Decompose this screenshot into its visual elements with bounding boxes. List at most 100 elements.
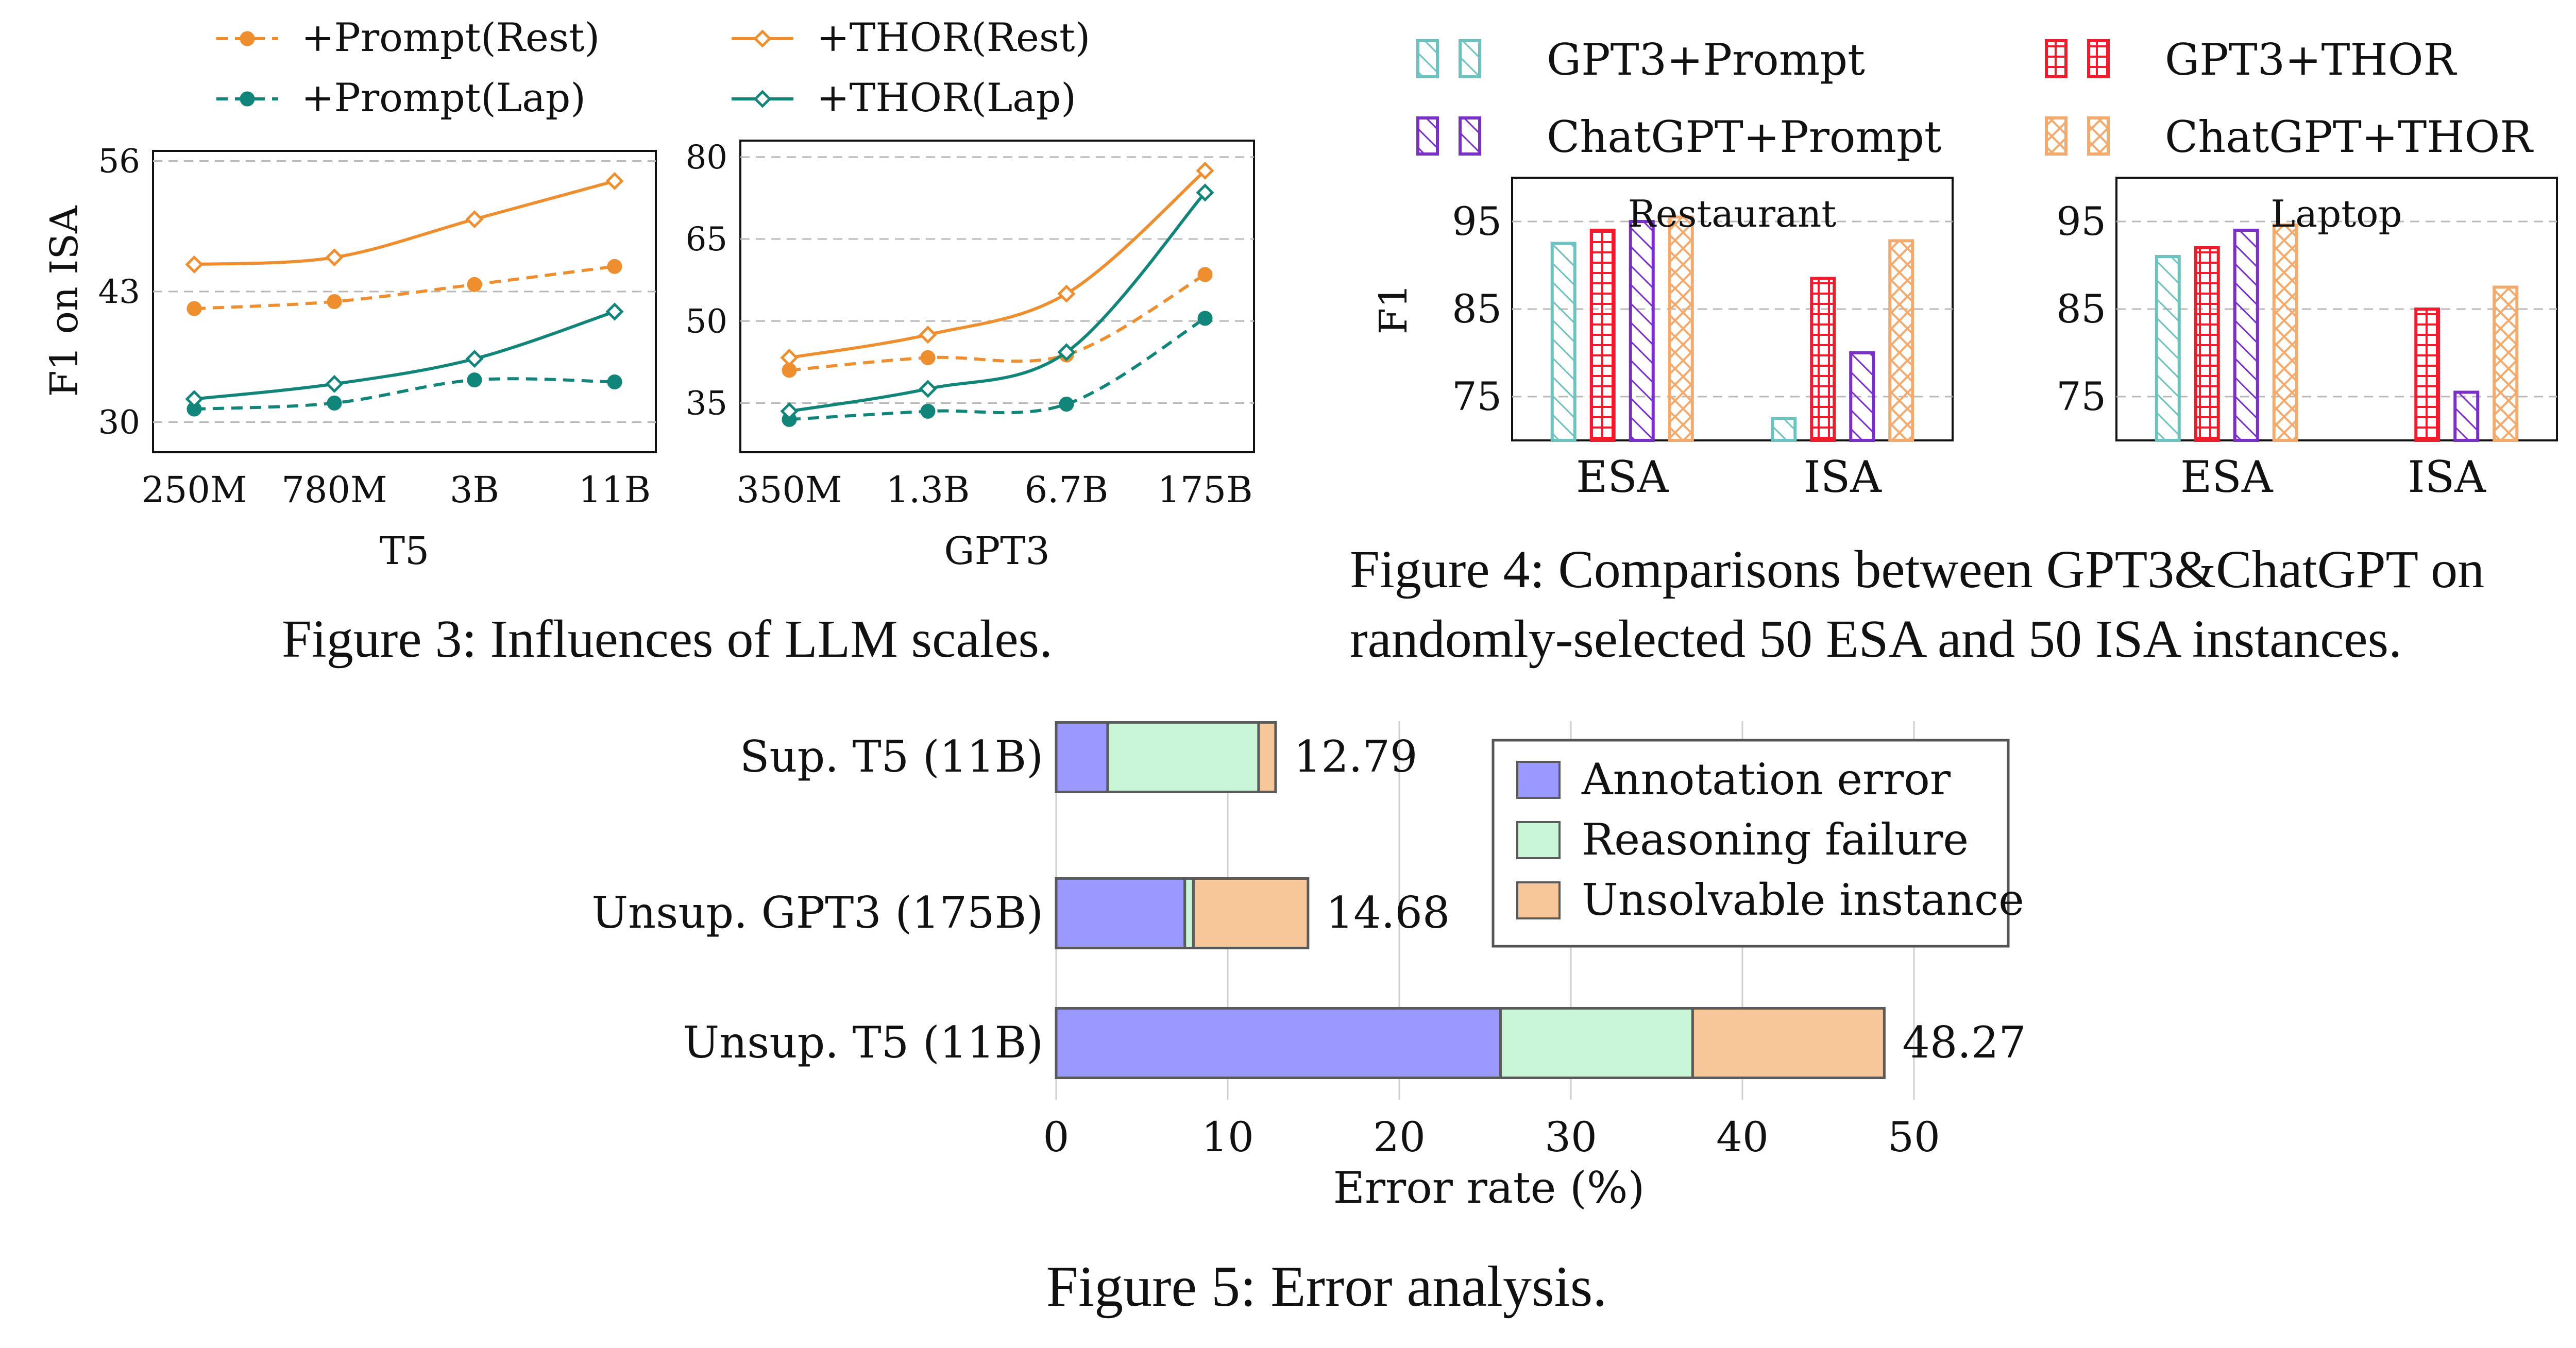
t5-grid bbox=[153, 160, 656, 423]
laptop-grid bbox=[2116, 220, 2557, 398]
gpt3-point-thor-lap bbox=[1057, 343, 1076, 362]
gpt3-ytick-labels: 35 50 65 80 bbox=[686, 139, 727, 423]
gpt3-ytick-label: 80 bbox=[686, 139, 727, 177]
error-xtick-label: 30 bbox=[1545, 1113, 1597, 1161]
fig3-legend-label: +Prompt(Lap) bbox=[301, 75, 586, 121]
lap-xtick-label: ESA bbox=[2180, 452, 2274, 502]
t5-line-thor-lap bbox=[194, 310, 615, 401]
gpt3-point-prompt-lap bbox=[920, 403, 936, 419]
rest-bar-gpt3-thor-isa bbox=[1810, 277, 1836, 442]
rest-bar-chatgpt-thor-isa bbox=[1888, 239, 1914, 442]
restaurant-grid bbox=[1512, 220, 1953, 398]
gpt3-ytick-label: 50 bbox=[686, 302, 727, 340]
fig5-legend-swatch-reasoning-failure bbox=[1516, 821, 1561, 859]
t5-point-prompt-rest bbox=[607, 259, 622, 274]
gpt3-point-thor-rest bbox=[919, 326, 937, 344]
t5-line-thor-rest bbox=[194, 179, 615, 266]
fig4-legend-label: ChatGPT+Prompt bbox=[1547, 112, 1942, 162]
fig5-legend-box bbox=[1492, 739, 2010, 948]
error-bar-unsolvable-instance-unsup-t5-11b bbox=[1691, 1007, 1886, 1079]
gpt3-point-prompt-rest bbox=[920, 350, 936, 365]
t5-point-thor-lap bbox=[465, 350, 484, 368]
t5-xtick-label: 11B bbox=[579, 469, 651, 511]
error-bars bbox=[1055, 721, 1886, 1079]
error-total-labels: 12.79 14.68 48.27 bbox=[1294, 731, 2026, 1068]
error-bar-annotation-error-unsup-gpt3-175b bbox=[1055, 877, 1187, 949]
rest-xtick-label: ISA bbox=[1804, 452, 1883, 502]
fig4-legend-swatch bbox=[1416, 116, 1439, 156]
gpt3-line-prompt-lap bbox=[789, 317, 1206, 421]
fig4-legend: GPT3+Prompt GPT3+THOR ChatGPT+Prompt ChatGP… bbox=[1416, 35, 2534, 162]
error-bar-annotation-error-unsup-t5-11b bbox=[1055, 1007, 1502, 1079]
gpt3-point-prompt-rest bbox=[1197, 267, 1213, 282]
restaurant-bars bbox=[1550, 215, 1914, 442]
fig4-legend-swatch bbox=[2045, 39, 2067, 78]
t5-panel: 30 43 56 250M 780M 3B 11B F1 on ISA T5 bbox=[42, 143, 657, 573]
fig4-legend-label: ChatGPT+THOR bbox=[2165, 112, 2534, 162]
fig5-legend-swatch-annotation-error bbox=[1516, 761, 1561, 799]
error-bar-reasoning-failure-sup-t5-11b bbox=[1106, 721, 1260, 793]
fig5-caption: Figure 5: Error analysis. bbox=[1046, 1255, 1607, 1319]
error-xtick-label: 10 bbox=[1201, 1113, 1254, 1161]
error-bar-unsolvable-instance-sup-t5-11b bbox=[1257, 721, 1277, 793]
lap-bar-gpt3-prompt-esa bbox=[2155, 255, 2181, 442]
rest-bar-gpt3-thor-esa bbox=[1589, 229, 1616, 442]
error-total-label: 48.27 bbox=[1902, 1017, 2026, 1068]
fig4-legend-swatch bbox=[2087, 39, 2110, 78]
t5-point-thor-lap bbox=[605, 302, 624, 321]
t5-point-thor-rest bbox=[605, 172, 624, 191]
gpt3-point-thor-rest bbox=[780, 348, 799, 367]
gpt3-point-prompt-lap bbox=[1197, 311, 1213, 326]
fig4-legend-swatch bbox=[2045, 116, 2067, 156]
error-bar-reasoning-failure-unsup-t5-11b bbox=[1499, 1007, 1694, 1079]
laptop-ytick-labels: 75 85 95 bbox=[2056, 198, 2106, 419]
rest-bar-chatgpt-thor-esa bbox=[1668, 215, 1694, 442]
lap-ytick-label: 95 bbox=[2056, 198, 2106, 244]
error-xtick-label: 40 bbox=[1716, 1113, 1769, 1161]
gpt3-ytick-label: 35 bbox=[686, 384, 727, 422]
gpt3-xtick-label: 350M bbox=[736, 469, 842, 511]
fig3-legend-marker bbox=[753, 29, 772, 48]
t5-point-prompt-rest bbox=[327, 294, 342, 309]
gpt3-xlabel: GPT3 bbox=[944, 529, 1049, 573]
error-category-label: Unsup. T5 (11B) bbox=[683, 1017, 1043, 1068]
lap-ytick-label: 85 bbox=[2056, 286, 2106, 332]
error-total-label: 12.79 bbox=[1294, 731, 1417, 782]
t5-series-group bbox=[185, 172, 624, 417]
fig5-legend: Annotation error Reasoning failure Unsolva… bbox=[1492, 739, 2024, 948]
restaurant-title: Restaurant bbox=[1628, 192, 1837, 235]
t5-point-prompt-lap bbox=[327, 395, 342, 411]
lap-xtick-label: ISA bbox=[2408, 452, 2487, 502]
lap-bar-chatgpt-thor-isa bbox=[2493, 285, 2519, 442]
gpt3-grid bbox=[740, 156, 1254, 404]
t5-point-thor-rest bbox=[185, 255, 204, 274]
gpt3-xtick-labels: 350M 1.3B 6.7B 175B bbox=[736, 469, 1252, 511]
error-panel: Sup. T5 (11B) Unsup. GPT3 (175B) Unsup. T5… bbox=[591, 721, 2026, 1213]
gpt3-xtick-label: 6.7B bbox=[1025, 469, 1109, 511]
gpt3-panel: 35 50 65 80 350M 1.3B 6.7B 175B GPT3 bbox=[686, 139, 1255, 573]
t5-line-prompt-lap bbox=[194, 377, 615, 411]
t5-point-thor-lap bbox=[325, 374, 344, 393]
t5-point-thor-lap bbox=[185, 390, 204, 408]
error-total-label: 14.68 bbox=[1326, 888, 1450, 938]
t5-point-prompt-lap bbox=[467, 372, 482, 388]
fig3-legend-marker bbox=[753, 90, 772, 108]
lap-ytick-label: 75 bbox=[2056, 373, 2106, 419]
laptop-title: Laptop bbox=[2270, 192, 2402, 235]
fig3-legend: +Prompt(Rest) +THOR(Rest) +Prompt(Lap) +THO… bbox=[216, 14, 1090, 121]
fig3-legend-marker bbox=[240, 91, 255, 107]
fig5-legend-label: Annotation error bbox=[1581, 754, 1951, 805]
rest-ytick-label: 75 bbox=[1452, 373, 1502, 419]
rest-bar-gpt3-prompt-esa bbox=[1550, 242, 1577, 442]
fig3-legend-marker bbox=[240, 31, 255, 46]
gpt3-point-prompt-lap bbox=[1059, 397, 1074, 412]
fig4-legend-swatch bbox=[1459, 39, 1481, 78]
t5-line-prompt-rest bbox=[194, 265, 615, 311]
lap-bar-gpt3-thor-isa bbox=[2414, 308, 2441, 442]
lap-bar-gpt3-thor-esa bbox=[2194, 246, 2220, 442]
fig4-legend-label: GPT3+Prompt bbox=[1547, 35, 1865, 85]
fig4-caption-line2: randomly-selected 50 ESA and 50 ISA inst… bbox=[1350, 609, 2402, 669]
fig3-legend-label: +THOR(Lap) bbox=[817, 75, 1076, 121]
fig4-legend-swatch bbox=[1416, 39, 1439, 78]
